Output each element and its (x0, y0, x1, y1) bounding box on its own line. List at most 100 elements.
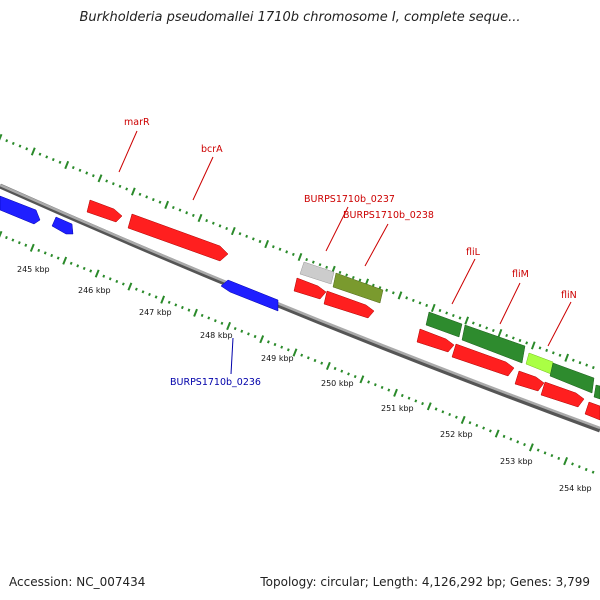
minor-tick (518, 338, 522, 343)
minor-tick (550, 454, 554, 458)
minor-tick (154, 295, 158, 299)
leader-burps0236 (230, 337, 234, 375)
minor-tick (491, 328, 495, 333)
topology-text: Topology: circular; Length: 4,126,292 bp… (260, 575, 590, 589)
gene-arrow[interactable] (51, 216, 74, 235)
gene-arrow-marR[interactable] (86, 199, 123, 223)
gene-labels: marR bcrA BURPS1710b_0237 BURPS1710b_023… (124, 117, 577, 388)
cds-block-fliL[interactable] (425, 311, 463, 338)
major-tick (127, 282, 133, 291)
minor-tick (425, 303, 429, 308)
minor-tick (591, 365, 595, 370)
minor-tick (571, 358, 575, 362)
cds-block-fliM[interactable] (461, 324, 526, 364)
minor-tick (475, 423, 479, 427)
cds-block-burps0237[interactable] (299, 261, 335, 285)
major-tick (230, 226, 236, 236)
minor-tick (178, 208, 182, 212)
minor-tick (505, 333, 509, 338)
minor-tick (391, 291, 395, 295)
gene-label-burps0236[interactable]: BURPS1710b_0236 (170, 377, 261, 388)
minor-tick (471, 321, 475, 325)
minor-tick (454, 415, 458, 419)
leader-fliM (499, 282, 521, 325)
gene-arrow[interactable] (540, 381, 585, 408)
kbp-label: 248 kbp (200, 331, 233, 340)
minor-tick (71, 166, 75, 170)
major-tick (430, 303, 436, 313)
minor-tick (306, 356, 310, 360)
minor-tick (405, 296, 409, 300)
cds-block-burps0238[interactable] (332, 272, 384, 304)
leader-fliN (547, 301, 572, 347)
minor-tick (458, 316, 462, 320)
gene-arrow[interactable] (0, 195, 41, 225)
minor-tick (367, 380, 371, 384)
minor-tick (585, 363, 589, 367)
minor-tick (38, 152, 42, 156)
major-tick (0, 230, 3, 238)
cds-block-fliN[interactable] (549, 362, 595, 394)
minor-tick (58, 160, 62, 164)
major-tick (29, 243, 35, 252)
minor-tick (378, 286, 382, 290)
outer-tick-row (0, 133, 595, 370)
gene-label-marR[interactable]: marR (124, 117, 150, 128)
minor-tick (220, 321, 224, 325)
minor-tick (502, 434, 506, 438)
gene-label-bcrA[interactable]: bcrA (201, 144, 223, 155)
major-tick (30, 147, 36, 156)
minor-tick (468, 421, 472, 425)
minor-tick (167, 300, 171, 304)
minor-tick (111, 182, 115, 186)
minor-tick (414, 399, 418, 403)
gene-label-fliN[interactable]: fliN (561, 290, 577, 301)
gene-arrow[interactable] (323, 290, 375, 319)
major-tick (94, 269, 100, 278)
major-tick (393, 388, 398, 397)
minor-tick (438, 308, 442, 313)
minor-tick (451, 313, 455, 318)
gene-arrow-burps0236[interactable] (220, 279, 279, 312)
minor-tick (525, 341, 529, 345)
minor-tick (187, 308, 191, 312)
major-tick (564, 353, 570, 362)
minor-tick (516, 440, 520, 444)
gene-arrow-bcrA[interactable] (127, 213, 229, 262)
minor-tick (313, 358, 317, 363)
minor-tick (148, 292, 151, 296)
kbp-label: 253 kbp (500, 457, 533, 466)
minor-tick (56, 256, 60, 260)
minor-tick (115, 279, 119, 283)
minor-tick (247, 332, 250, 336)
gene-arrow[interactable] (584, 401, 600, 421)
gene-label-fliL[interactable]: fliL (466, 247, 481, 258)
minor-tick (141, 290, 145, 294)
minor-tick (125, 187, 129, 191)
gene-label-fliM[interactable]: fliM (512, 269, 529, 280)
minor-tick (253, 334, 257, 339)
minor-tick (207, 316, 211, 320)
gene-arrow[interactable] (416, 328, 455, 353)
cds-block-fliN-light[interactable] (525, 352, 554, 375)
gene-label-burps0237[interactable]: BURPS1710b_0237 (304, 194, 395, 205)
major-tick (464, 316, 470, 325)
minor-tick (11, 141, 15, 145)
minor-tick (251, 237, 255, 241)
gene-arrow[interactable] (451, 343, 515, 377)
label-leaders (118, 130, 572, 375)
feature-track (0, 195, 600, 421)
minor-tick (300, 353, 304, 357)
gene-arrow[interactable] (293, 277, 327, 300)
minor-tick (387, 388, 391, 392)
minor-tick (233, 327, 237, 331)
major-tick (494, 429, 500, 438)
minor-tick (89, 269, 93, 273)
gene-label-burps0238[interactable]: BURPS1710b_0238 (343, 210, 434, 221)
minor-tick (523, 443, 526, 447)
minor-tick (407, 396, 411, 400)
cds-block[interactable] (593, 384, 600, 400)
minor-tick (43, 251, 47, 255)
gene-arrow[interactable] (514, 370, 545, 392)
minor-tick (280, 345, 284, 349)
